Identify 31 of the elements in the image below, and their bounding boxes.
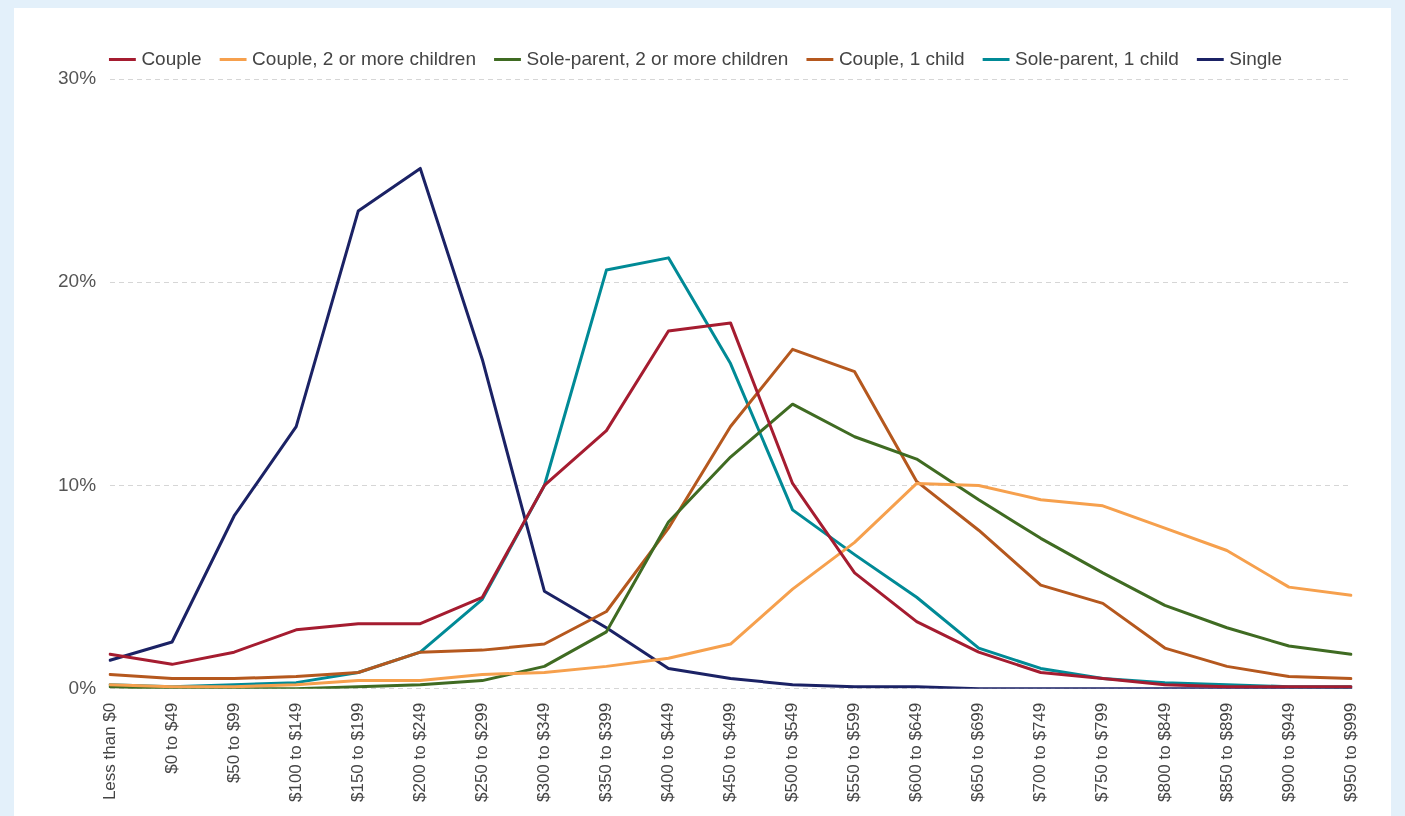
- x-tick-label: $250 to $299: [472, 702, 492, 802]
- x-tick-label: $200 to $249: [409, 702, 429, 802]
- legend-label: Couple, 1 child: [838, 47, 965, 69]
- legend-label: Couple: [141, 47, 202, 69]
- x-tick-label: $750 to $799: [1092, 702, 1112, 802]
- x-tick-label: $950 to $999: [1340, 702, 1360, 802]
- x-tick-label: $550 to $599: [844, 702, 864, 802]
- x-tick-label: $0 to $49: [161, 702, 181, 774]
- legend-label: Couple, 2 or more children: [252, 47, 476, 69]
- x-tick-label: $650 to $699: [968, 702, 988, 802]
- y-tick-label: 0%: [68, 676, 97, 698]
- x-tick-label: $100 to $149: [285, 702, 305, 802]
- y-tick-label: 10%: [58, 473, 97, 495]
- x-tick-label: $300 to $349: [534, 702, 554, 802]
- x-tick-label: $400 to $449: [658, 702, 678, 802]
- x-tick-label: $350 to $399: [596, 702, 616, 802]
- x-tick-label: $850 to $899: [1216, 702, 1236, 802]
- x-tick-label: $450 to $499: [720, 702, 740, 802]
- legend-label: Sole-parent, 2 or more children: [526, 47, 789, 69]
- x-tick-label: $50 to $99: [223, 702, 243, 784]
- x-tick-label: $700 to $749: [1030, 702, 1050, 802]
- x-tick-label: $500 to $549: [782, 702, 802, 802]
- x-tick-label: $800 to $849: [1154, 702, 1174, 802]
- y-tick-label: 30%: [58, 67, 97, 89]
- y-tick-label: 20%: [58, 270, 97, 292]
- legend-label: Sole-parent, 1 child: [1015, 47, 1179, 69]
- x-tick-label: Less than $0: [99, 702, 119, 801]
- x-tick-label: $900 to $949: [1278, 702, 1298, 802]
- x-tick-label: $600 to $649: [906, 702, 926, 802]
- legend-label: Single: [1229, 47, 1283, 69]
- x-tick-label: $150 to $199: [347, 702, 367, 802]
